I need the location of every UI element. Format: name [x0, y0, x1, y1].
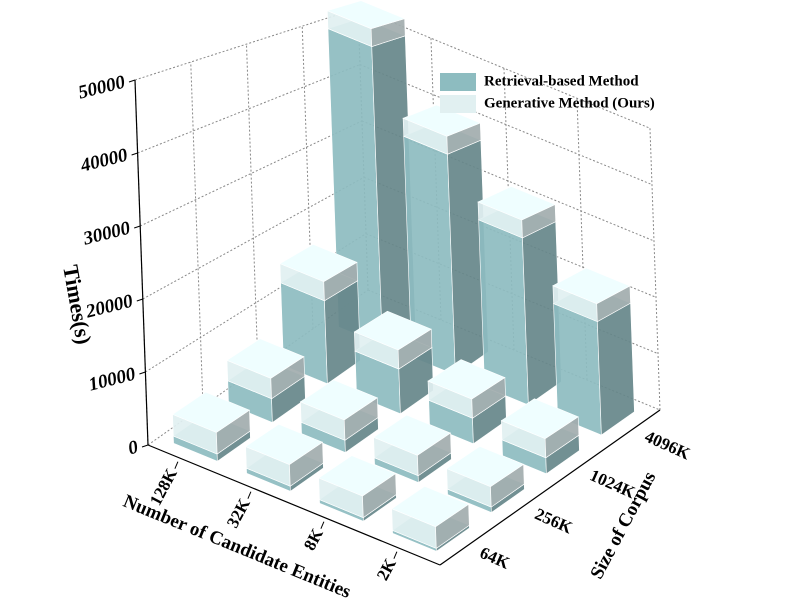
- bar-face-top: [402, 104, 482, 137]
- z-tick-label: 256K: [532, 504, 576, 537]
- bar-segment: [279, 244, 358, 302]
- x-tick: [320, 521, 325, 529]
- grid-line: [137, 64, 361, 154]
- y-tick: [134, 225, 141, 229]
- y-tick: [131, 152, 138, 156]
- y-tick-label: 0: [126, 437, 141, 460]
- y-tick-label: 50000: [76, 72, 128, 104]
- bar-face-side: [597, 302, 635, 436]
- z-tick-label: 4096K: [642, 427, 694, 464]
- bar-face-top: [299, 379, 378, 421]
- legend-swatch: [440, 73, 476, 91]
- x-tick-label: 32K: [223, 495, 254, 531]
- bar-face-top: [372, 414, 452, 456]
- grid-line: [134, 7, 359, 81]
- x-tick-label: 8K: [300, 525, 327, 554]
- bar-segment: [226, 338, 305, 400]
- bar-face-top: [477, 186, 556, 221]
- bar-face-top: [446, 446, 525, 487]
- bar-face-top: [552, 267, 631, 305]
- bar-face-top: [171, 391, 251, 433]
- bar-segment: [500, 398, 580, 459]
- grid-line: [359, 64, 653, 186]
- wall-line: [301, 26, 314, 329]
- bar-segment: [318, 455, 397, 519]
- x-tick: [174, 461, 179, 469]
- grid-line: [139, 120, 363, 227]
- wall-line: [245, 44, 259, 368]
- bar-segment: [299, 379, 379, 441]
- bar-segment: [391, 485, 470, 549]
- legend-swatch: [440, 95, 476, 113]
- bar-segment: [552, 267, 631, 323]
- bar-segment: [477, 186, 557, 239]
- bar-segment: [446, 446, 525, 508]
- bar-face-top: [245, 423, 324, 465]
- y-axis-title: Times(s): [58, 263, 97, 346]
- wall-line: [190, 62, 204, 407]
- legend-label: Generative Method (Ours): [484, 95, 655, 111]
- bar-segment: [245, 423, 324, 487]
- bar-segment: [427, 359, 506, 419]
- axis-line: [134, 79, 149, 446]
- grid-line: [357, 7, 651, 129]
- axis-line: [439, 409, 661, 566]
- bar-segment: [326, 0, 406, 48]
- y-tick: [136, 298, 143, 302]
- bar-segment: [353, 310, 433, 370]
- x-tick-label: 2K: [373, 555, 400, 584]
- bar-face-top: [326, 0, 406, 29]
- y-tick: [128, 79, 136, 83]
- y-tick-label: 40000: [78, 145, 131, 177]
- bar-segment: [171, 391, 251, 455]
- bar-face-top: [353, 310, 432, 351]
- z-tick-label: 64K: [477, 543, 513, 573]
- x-tick: [247, 491, 252, 499]
- axis-line: [147, 444, 441, 566]
- x-tick: [393, 551, 398, 559]
- wall-line: [649, 128, 661, 411]
- bar-segment: [372, 414, 452, 477]
- bar-face-top: [279, 244, 358, 282]
- y-tick: [139, 371, 146, 375]
- bar-face-top: [391, 485, 470, 528]
- y-tick: [141, 444, 149, 448]
- bar-face-top: [427, 359, 506, 400]
- bar-segment: [402, 121, 489, 376]
- legend-label: Retrieval-based Method: [484, 73, 639, 89]
- bar-face-top: [226, 338, 305, 379]
- bar-face-top: [318, 455, 397, 497]
- wall-line: [576, 98, 588, 381]
- y-tick-label: 10000: [86, 364, 138, 396]
- y-tick-label: 30000: [80, 218, 133, 250]
- bar-face-top: [500, 398, 579, 439]
- bar-segment: [402, 104, 482, 155]
